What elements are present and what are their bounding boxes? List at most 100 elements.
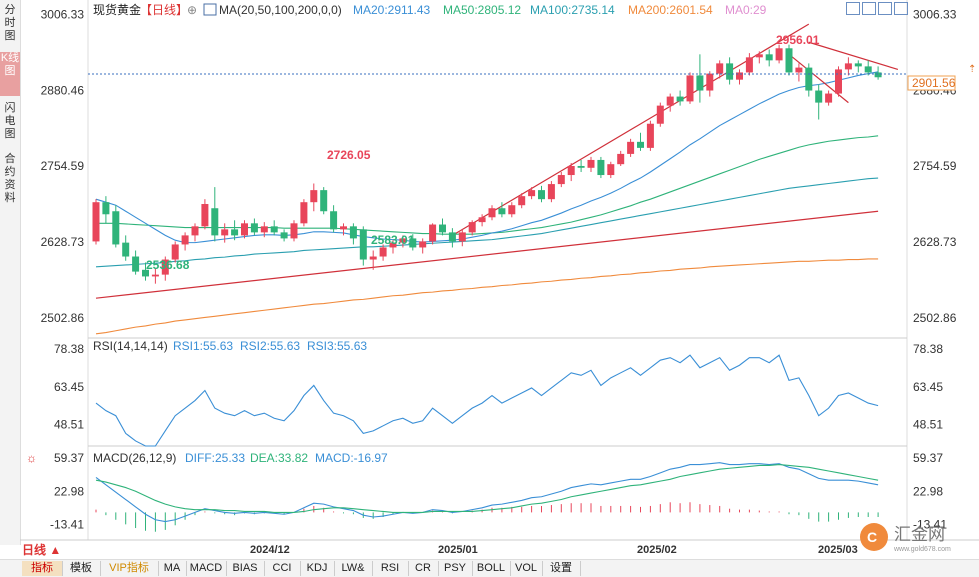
chart-canvas[interactable]: 现货黄金 【日线】 ⊕ MA(20,50,100,200,0,0) MA20:2… (0, 0, 979, 559)
trend-line-upper-channel (452, 23, 810, 236)
candle-body (250, 223, 258, 233)
ma100-line (95, 177, 879, 268)
price-tick-right: 2628.73 (913, 235, 957, 249)
tab-templates[interactable]: 模板 (62, 561, 101, 576)
tab-lw[interactable]: LW& (334, 561, 373, 576)
candle-body (231, 229, 239, 236)
candle-body (310, 190, 318, 203)
rsi-tick-right: 48.51 (913, 418, 943, 432)
tab-lightning[interactable]: 闪电图 (4, 102, 16, 140)
ma20-value: MA20:2911.43 (353, 3, 430, 17)
candle-body (597, 159, 605, 176)
ma50-value: MA50:2805.12 (443, 3, 521, 17)
rsi-tick-left: 48.51 (54, 418, 84, 432)
bottom-indicator-bar: 指标 模板 VIP指标 MA MACD BIAS CCI KDJ LW& RSI… (0, 559, 979, 577)
logo-icon (860, 523, 888, 551)
tab-cr[interactable]: CR (408, 561, 439, 576)
candle-body (260, 226, 268, 233)
tab-ma[interactable]: MA (158, 561, 187, 576)
candle-body (419, 241, 427, 248)
price-arrow-icon: ⇡ (968, 64, 976, 75)
candle-body (241, 223, 248, 236)
candle-body (518, 196, 526, 206)
tab-macd[interactable]: MACD (186, 561, 227, 576)
period-selector[interactable]: 日线 ▲ (22, 543, 62, 557)
price-tick-right: 2754.59 (913, 159, 957, 173)
tab-rsi[interactable]: RSI (372, 561, 409, 576)
tab-cci[interactable]: CCI (264, 561, 301, 576)
restore-icon[interactable] (878, 2, 892, 15)
candle-body (716, 63, 724, 74)
tab-vip-indicators[interactable]: VIP指标 (100, 561, 159, 576)
macd-title: MACD(26,12,9) (93, 451, 176, 465)
annotation-low: 2536.68 (146, 258, 190, 272)
tab-psy[interactable]: PSY (438, 561, 473, 576)
price-tick-left: 3006.33 (41, 7, 85, 21)
candle-body (122, 242, 130, 257)
settings-icon[interactable]: ⊕ (187, 3, 197, 17)
candle-body (666, 96, 674, 106)
price-tick-left: 2754.59 (41, 159, 85, 173)
candle-body (676, 96, 684, 102)
candle-body (429, 224, 437, 242)
tab-kline[interactable]: K线图 (0, 52, 20, 96)
tab-timeshare[interactable]: 分时图 (4, 4, 16, 42)
candle-body (181, 235, 189, 245)
candle-body (627, 141, 635, 154)
annotation-mid-low: 2583.01 (371, 233, 415, 247)
candle-body (409, 238, 417, 248)
candle-body (340, 226, 347, 230)
zoom-out-icon[interactable] (862, 2, 876, 15)
candle-body (835, 69, 842, 94)
candle-body (92, 202, 100, 242)
zoom-in-icon[interactable] (846, 2, 860, 15)
macd-tick-left: 22.98 (54, 484, 84, 498)
macd-config-icon[interactable]: ☼ (26, 451, 37, 465)
gold678-logo: C 汇金网 www.gold678.com (858, 520, 968, 554)
candle-body (528, 190, 536, 197)
tab-settings[interactable]: 设置 (542, 561, 581, 576)
current-price-label: 2901.56 (912, 76, 956, 90)
tab-boll[interactable]: BOLL (472, 561, 511, 576)
macd-tick-left: -13.41 (50, 518, 84, 532)
candle-body (745, 57, 753, 73)
ma-config-icon[interactable] (203, 3, 217, 16)
candle-body (864, 66, 872, 73)
candle-body (815, 90, 823, 103)
macd-tick-right: 59.37 (913, 451, 943, 465)
candle-body (854, 63, 862, 67)
candle-body (587, 159, 595, 168)
candle-body (201, 204, 209, 227)
rsi-title: RSI(14,14,14) (93, 339, 168, 353)
candle-body (805, 67, 813, 91)
annotation-top: 2956.01 (776, 33, 820, 47)
ma200-line (95, 258, 879, 335)
candle-body (607, 164, 615, 176)
fullscreen-icon[interactable] (894, 2, 908, 15)
tab-vol[interactable]: VOL (510, 561, 543, 576)
ma0-value: MA0:29 (725, 3, 767, 17)
tab-contract-info[interactable]: 合约资料 (4, 153, 16, 204)
candle-body (557, 175, 565, 185)
candle-body (656, 105, 664, 124)
trend-line-lower-support (95, 210, 879, 299)
rsi3-value: RSI3:55.63 (307, 339, 367, 353)
logo-sub: www.gold678.com (893, 546, 951, 553)
rsi-line (95, 354, 879, 447)
candle-body (399, 238, 407, 243)
symbol-title: 现货黄金 (93, 2, 141, 17)
candle-body (270, 226, 278, 233)
price-tick-right: 2502.86 (913, 311, 957, 325)
tab-kdj[interactable]: KDJ (300, 561, 335, 576)
candle-body (874, 72, 882, 78)
trend-line-flag-top (808, 41, 899, 70)
macd-dea-value: DEA:33.82 (250, 451, 308, 465)
candle-body (458, 232, 466, 242)
rsi1-value: RSI1:55.63 (173, 339, 233, 353)
candle-body (290, 223, 298, 239)
period-tag: 【日线】 (140, 3, 188, 17)
price-axis: 3006.333006.332880.462880.462754.592754.… (41, 7, 957, 325)
tab-bias[interactable]: BIAS (226, 561, 265, 576)
rsi-tick-right: 63.45 (913, 380, 943, 394)
tab-indicators[interactable]: 指标 (22, 561, 63, 576)
